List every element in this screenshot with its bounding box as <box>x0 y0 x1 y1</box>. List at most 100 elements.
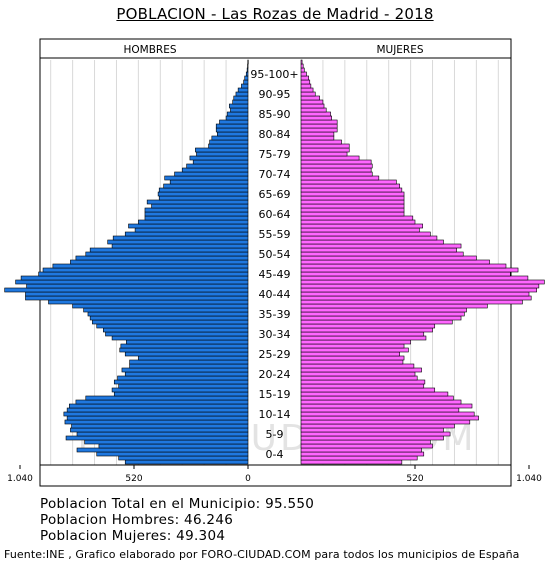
bar-hombres-age-32 <box>105 331 249 337</box>
legend-hombres: HOMBRES <box>123 44 176 56</box>
bar-hombres-age-22 <box>124 371 249 377</box>
bar-hombres-age-9 <box>71 423 249 429</box>
age-group-label: 35-39 <box>259 308 291 321</box>
bar-hombres-age-33 <box>103 327 249 333</box>
bar-mujeres-age-20 <box>300 379 426 385</box>
bar-mujeres-age-29 <box>300 343 405 349</box>
bar-hombres-age-94 <box>241 83 249 89</box>
bar-hombres-age-28 <box>119 347 249 353</box>
bar-hombres-age-14 <box>69 403 249 409</box>
bar-hombres-age-6 <box>65 435 249 441</box>
bar-mujeres-age-86 <box>300 115 332 121</box>
age-group-label: 5-9 <box>266 428 284 441</box>
bar-hombres-age-52 <box>85 251 249 257</box>
bar-hombres-age-99 <box>247 63 249 69</box>
bar-mujeres-age-35 <box>300 319 453 325</box>
age-group-label: 55-59 <box>259 228 291 241</box>
bar-hombres-age-70 <box>169 179 249 185</box>
bar-mujeres-age-28 <box>300 347 409 353</box>
bar-mujeres-age-7 <box>300 431 451 437</box>
series-mujeres <box>300 59 545 465</box>
bar-hombres-age-90 <box>232 99 249 105</box>
bar-mujeres-age-11 <box>300 415 479 421</box>
bar-mujeres-age-34 <box>300 323 436 329</box>
bar-mujeres-age-55 <box>300 239 444 245</box>
bar-hombres-age-24 <box>129 363 249 369</box>
x-tick-label: 520 <box>406 474 423 484</box>
bar-mujeres-age-90 <box>300 99 324 105</box>
bar-mujeres-age-50 <box>300 259 490 265</box>
x-tick-label: 1.040 <box>7 474 33 484</box>
bar-mujeres-age-96 <box>300 75 309 81</box>
bar-mujeres-age-24 <box>300 363 415 369</box>
bar-mujeres-age-43 <box>300 287 537 293</box>
bar-hombres-age-73 <box>181 167 249 173</box>
bar-mujeres-age-32 <box>300 331 425 337</box>
bar-mujeres-age-89 <box>300 103 325 109</box>
bar-hombres-age-19 <box>118 383 249 389</box>
bar-hombres-age-38 <box>83 307 249 313</box>
bar-mujeres-age-71 <box>300 175 380 181</box>
bar-mujeres-age-63 <box>300 207 405 213</box>
bar-mujeres-age-1 <box>300 455 418 461</box>
bar-mujeres-age-97 <box>300 71 307 77</box>
bar-hombres-age-51 <box>75 255 249 261</box>
bar-mujeres-age-0 <box>300 459 403 465</box>
bar-mujeres-age-65 <box>300 199 405 205</box>
bar-hombres-age-39 <box>72 303 249 309</box>
bar-hombres-age-20 <box>113 379 249 385</box>
bar-mujeres-age-19 <box>300 383 425 389</box>
bar-hombres-age-56 <box>112 235 249 241</box>
bar-hombres-age-77 <box>196 151 249 157</box>
series-hombres <box>4 59 249 465</box>
bar-hombres-age-69 <box>163 183 249 189</box>
bar-hombres-age-76 <box>189 155 249 161</box>
bar-hombres-age-34 <box>96 323 249 329</box>
bar-hombres-age-18 <box>111 387 249 393</box>
bar-mujeres-age-52 <box>300 251 464 257</box>
bar-hombres-age-23 <box>121 367 249 373</box>
bar-hombres-age-12 <box>63 411 249 417</box>
bar-hombres-age-91 <box>233 95 249 101</box>
age-group-label: 10-14 <box>259 408 291 421</box>
bar-hombres-age-97 <box>245 71 249 77</box>
bar-hombres-age-49 <box>52 263 249 269</box>
bar-hombres-age-72 <box>174 171 249 177</box>
bar-hombres-age-17 <box>113 391 249 397</box>
bar-hombres-age-60 <box>138 219 249 225</box>
bar-mujeres-age-5 <box>300 439 431 445</box>
bar-hombres-age-36 <box>89 315 249 321</box>
bar-mujeres-age-70 <box>300 179 397 185</box>
bar-hombres-age-100 <box>247 59 249 65</box>
bar-mujeres-age-30 <box>300 339 411 345</box>
bar-mujeres-age-25 <box>300 359 404 365</box>
bar-mujeres-age-21 <box>300 375 418 381</box>
bar-hombres-age-48 <box>42 267 249 273</box>
age-group-label: 25-29 <box>259 348 291 361</box>
bar-mujeres-age-66 <box>300 195 405 201</box>
bar-hombres-age-15 <box>75 399 249 405</box>
bar-hombres-age-30 <box>126 339 249 345</box>
bar-hombres-age-92 <box>235 91 249 97</box>
bar-mujeres-age-53 <box>300 247 457 253</box>
bar-mujeres-age-42 <box>300 291 530 297</box>
bar-hombres-age-84 <box>215 123 249 129</box>
x-tick-label: 1.040 <box>516 474 542 484</box>
bar-hombres-age-8 <box>70 427 249 433</box>
bar-hombres-age-47 <box>38 271 249 277</box>
bar-mujeres-age-62 <box>300 211 405 217</box>
bar-mujeres-age-98 <box>300 67 305 73</box>
bar-hombres-age-98 <box>246 67 249 73</box>
bar-hombres-age-5 <box>84 439 249 445</box>
x-tick-label: 0 <box>245 474 251 484</box>
bar-hombres-age-57 <box>124 231 249 237</box>
bar-hombres-age-85 <box>219 119 249 125</box>
bar-mujeres-age-75 <box>300 159 372 165</box>
bar-mujeres-age-100 <box>300 59 303 65</box>
bar-mujeres-age-93 <box>300 87 314 93</box>
bar-mujeres-age-77 <box>300 151 348 157</box>
bar-hombres-age-10 <box>64 419 249 425</box>
bar-hombres-age-35 <box>92 319 249 325</box>
bar-hombres-age-0 <box>124 459 249 465</box>
age-group-label: 50-54 <box>259 248 291 261</box>
